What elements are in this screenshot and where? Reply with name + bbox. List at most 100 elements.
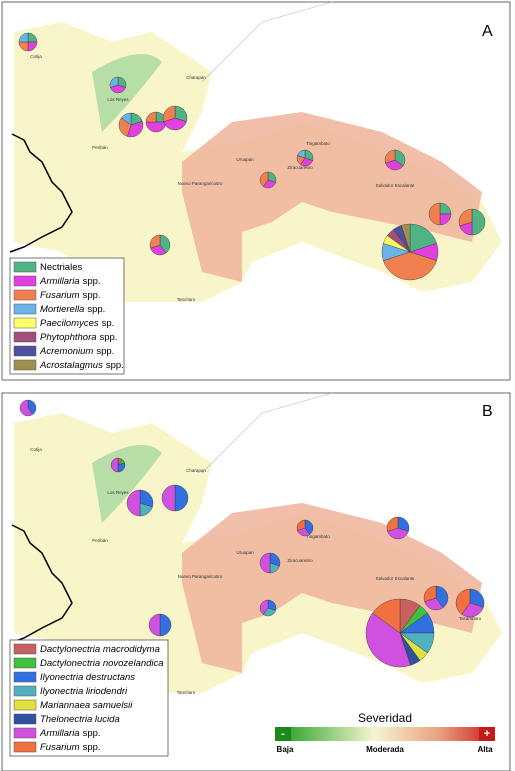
place-label: Nuevo Parangaricutiro bbox=[178, 181, 223, 186]
severity-scale: Severidad - + Baja Moderada Alta bbox=[275, 711, 495, 754]
legend-label: Fusarium spp. bbox=[40, 742, 101, 753]
pie-slice bbox=[139, 489, 154, 508]
legend-suffix: spp. bbox=[96, 346, 114, 357]
legend-name: Paecilomyces bbox=[40, 318, 99, 329]
place-label: Uruapan bbox=[236, 157, 254, 162]
legend-suffix: spp. bbox=[83, 276, 101, 287]
pie-slice bbox=[127, 121, 144, 138]
place-label: Cotija bbox=[30, 54, 42, 59]
pie-slice bbox=[259, 599, 269, 615]
pie-slice bbox=[401, 223, 411, 253]
place-label: Tingambato bbox=[306, 534, 330, 539]
legend-label: Thelonectria lucida bbox=[40, 714, 120, 725]
legend-label: Armillaria spp. bbox=[39, 728, 101, 739]
legend-suffix: spp. bbox=[100, 332, 118, 343]
legend-suffix: sp. bbox=[102, 318, 115, 329]
legend-swatch bbox=[13, 671, 37, 683]
panel-label: A bbox=[482, 23, 493, 40]
pie-slice bbox=[161, 484, 176, 512]
pie-slice bbox=[385, 159, 404, 171]
legend-swatch bbox=[13, 741, 37, 753]
severity-high-box bbox=[479, 727, 495, 741]
pie-slice bbox=[423, 585, 437, 602]
legend-label: Dactylonectria macrodidyma bbox=[40, 644, 160, 655]
legend-name: Mortierella bbox=[40, 304, 84, 315]
map-layer: Cotija Los Reyes Charapan Peribán Uruapan Tin… bbox=[9, 32, 486, 757]
legend-suffix: spp. bbox=[83, 742, 101, 753]
place-label: Peribán bbox=[92, 145, 108, 150]
legend-name: Dactylonectria novozelandica bbox=[40, 658, 164, 669]
pie-slice bbox=[126, 489, 141, 517]
legend-label: Ilyonectria liriodendri bbox=[40, 686, 128, 697]
place-label: Tingambato bbox=[306, 141, 330, 146]
legend-name: Acremonium bbox=[39, 346, 93, 357]
place-label: Charapan bbox=[186, 468, 206, 473]
severity-minus: - bbox=[281, 728, 285, 740]
legend-swatch bbox=[13, 727, 37, 739]
pie-slice bbox=[384, 149, 396, 164]
legend-label: Fusarium spp. bbox=[40, 290, 101, 301]
legend-name: Mariannaea samuelsii bbox=[40, 700, 133, 711]
legend: Dactylonectria macrodidyma Dactylonectria… bbox=[9, 639, 169, 757]
legend-swatch bbox=[13, 289, 37, 301]
place-label: Nuevo Parangaricutiro bbox=[178, 574, 223, 579]
legend-suffix: spp. bbox=[87, 304, 105, 315]
place-label: Peribán bbox=[92, 538, 108, 543]
severity-mid: Moderada bbox=[366, 745, 404, 754]
legend-swatch bbox=[13, 345, 37, 357]
legend-swatch bbox=[13, 275, 37, 287]
pie-slice bbox=[159, 613, 172, 637]
pie-slice bbox=[297, 149, 306, 159]
legend-swatch bbox=[13, 359, 37, 371]
legend-name: Ilyonectria liriodendri bbox=[40, 686, 128, 697]
pie-slice bbox=[110, 457, 119, 473]
pie-slice bbox=[383, 251, 437, 281]
pie-slice bbox=[163, 117, 187, 131]
place-label: Cotija bbox=[30, 447, 42, 452]
legend-label: Paecilomyces sp. bbox=[40, 318, 114, 329]
pie-slice bbox=[365, 612, 411, 668]
legend-name: Thelonectria lucida bbox=[40, 714, 120, 725]
legend-name: Nectriales bbox=[40, 262, 82, 273]
severity-title: Severidad bbox=[358, 711, 412, 725]
pie-slice bbox=[145, 111, 157, 123]
legend-name: Phytophthora bbox=[40, 332, 97, 343]
legend-name: Ilyonectria destructans bbox=[40, 672, 135, 683]
pie-slice bbox=[428, 202, 441, 226]
pie-slice bbox=[435, 585, 449, 608]
legend-swatch bbox=[13, 699, 37, 711]
legend-swatch bbox=[13, 685, 37, 697]
legend-label: Mariannaea samuelsii bbox=[40, 700, 133, 711]
pie-slice bbox=[471, 208, 486, 236]
pie-slice bbox=[148, 613, 161, 637]
pie-slice bbox=[159, 234, 171, 254]
pie-slice bbox=[149, 234, 161, 249]
pie-slice bbox=[372, 598, 401, 634]
place-label: Los Reyes bbox=[107, 490, 129, 495]
place-label: Ziracuaretiro bbox=[287, 165, 313, 170]
pie-slice bbox=[19, 399, 33, 417]
place-label: Tancítaro bbox=[177, 690, 196, 695]
legend-label: Phytophthora spp. bbox=[40, 332, 117, 343]
legend-label: Dactylonectria novozelandica bbox=[40, 658, 164, 669]
pie-slice bbox=[304, 519, 314, 535]
pie-slice bbox=[174, 484, 189, 512]
pie-slice bbox=[259, 171, 269, 187]
pie-slice bbox=[455, 588, 471, 615]
place-label: Ziracuaretiro bbox=[287, 558, 313, 563]
pie-slice bbox=[27, 399, 37, 415]
legend-box bbox=[9, 639, 169, 757]
severity-bar bbox=[275, 727, 495, 741]
place-label: Salvador Escalante bbox=[376, 576, 415, 581]
pie-slice bbox=[394, 149, 406, 167]
legend-suffix: spp. bbox=[83, 728, 101, 739]
pie-slice bbox=[259, 552, 271, 574]
severity-plus: + bbox=[484, 728, 490, 740]
pie-slice bbox=[109, 76, 119, 88]
legend-label: Nectriales bbox=[40, 262, 82, 273]
pie-slice bbox=[469, 588, 485, 608]
legend-swatch bbox=[13, 657, 37, 669]
legend-label: Acremonium spp. bbox=[39, 346, 114, 357]
